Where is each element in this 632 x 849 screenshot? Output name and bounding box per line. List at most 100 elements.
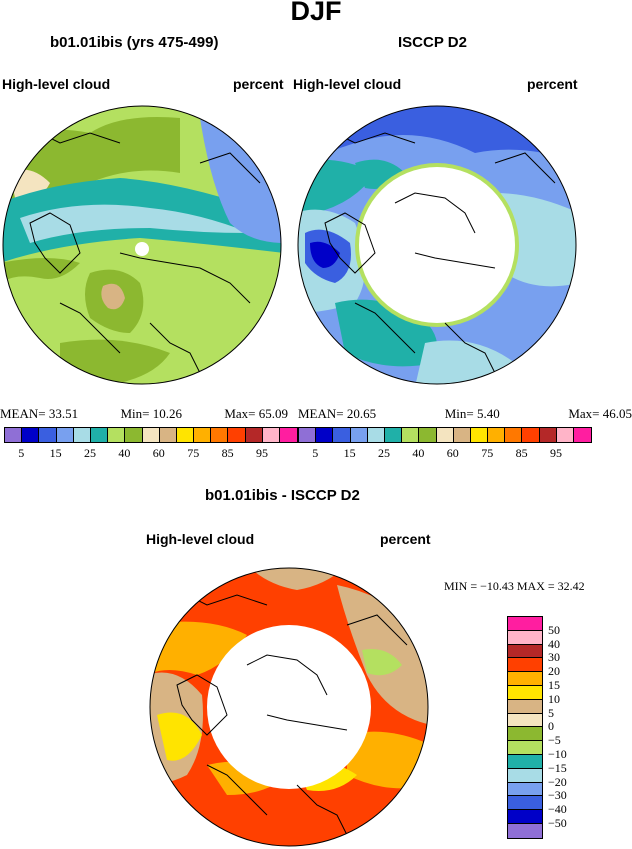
diff-colorbar [507, 616, 543, 839]
main-title: DJF [290, 0, 342, 26]
panel-1-map [2, 105, 282, 385]
colorbar-swatch [22, 428, 40, 442]
panel-1-stats: MEAN= 33.51 Min= 10.26 Max= 65.09 [0, 406, 288, 421]
diff-colorbar-swatch [508, 823, 542, 838]
panel-2-max: 46.05 [602, 406, 632, 421]
diff-colorbar-tick-label: 5 [548, 705, 554, 720]
diff-panel-units-label: percent [380, 531, 431, 547]
colorbar-tick-label: 5 [312, 446, 319, 460]
colorbar-swatch [367, 428, 385, 442]
colorbar-swatch [73, 428, 91, 442]
colorbar-tick-label: 85 [515, 446, 528, 460]
colorbar-tick-label: 15 [343, 446, 356, 460]
colorbar-swatch [39, 428, 57, 442]
diff-colorbar-tick-label: −10 [548, 747, 567, 761]
diff-colorbar-tick-label: 20 [548, 664, 560, 679]
colorbar-swatch [142, 428, 160, 442]
colorbar-tick-label: 40 [412, 446, 425, 460]
diff-colorbar-tick-label: −20 [548, 774, 567, 789]
panel-2-title: ISCCP D2 [398, 34, 467, 51]
diff-colorbar-swatch [508, 727, 542, 742]
panel-2-mean: 20.65 [346, 406, 377, 421]
diff-panel-map [149, 567, 429, 847]
panel-1-left-label: High-level cloud [2, 76, 111, 92]
colorbar-swatch [90, 428, 109, 442]
panel-2-colorbar [298, 427, 593, 443]
diff-colorbar-tick-label: −15 [548, 760, 567, 775]
colorbar-swatch [228, 428, 246, 442]
colorbar-swatch [488, 428, 506, 442]
colorbar-swatch [522, 428, 540, 442]
colorbar-swatch [194, 428, 212, 442]
colorbar-swatch [108, 428, 126, 442]
diff-colorbar-swatch [508, 644, 542, 659]
panel-1-mean: 33.51 [48, 406, 79, 421]
panel-1-colorbar-ticks: 5 15 25 40 60 75 85 95 [0, 446, 300, 462]
diff-colorbar-swatch [508, 658, 542, 673]
colorbar-tick-label: 25 [378, 446, 390, 460]
panel-2-map [297, 105, 577, 385]
colorbar-swatch [333, 428, 351, 442]
diff-colorbar-swatch [508, 685, 542, 700]
colorbar-swatch [436, 428, 454, 442]
colorbar-swatch [56, 428, 74, 442]
diff-colorbar-tick-label: −30 [548, 788, 567, 803]
diff-colorbar-swatch [508, 782, 542, 797]
colorbar-tick-label: 75 [481, 446, 494, 460]
colorbar-tick-label: 40 [118, 446, 131, 460]
colorbar-tick-label: 15 [49, 446, 62, 460]
colorbar-swatch [159, 428, 177, 442]
panel-1-max: 65.09 [258, 406, 288, 421]
diff-panel-minmax: MIN = −10.43 MAX = 32.42 [444, 579, 585, 593]
colorbar-swatch [5, 428, 23, 442]
colorbar-tick-label: 95 [256, 446, 268, 460]
colorbar-swatch [316, 428, 334, 442]
panel-2-units-label: percent [527, 76, 578, 92]
diff-panel-left-label: High-level cloud [146, 531, 255, 547]
colorbar-swatch [539, 428, 557, 442]
diff-colorbar-tick-label: 15 [548, 678, 560, 692]
diff-colorbar-swatch [508, 672, 542, 686]
diff-colorbar-swatch [508, 617, 542, 631]
diff-colorbar-tick-label: 50 [548, 622, 560, 637]
colorbar-tick-label: 5 [18, 446, 25, 460]
diff-colorbar-tick-label: 0 [548, 719, 554, 734]
diff-colorbar-tick-label: −40 [548, 802, 567, 817]
diff-colorbar-tick-label: 10 [548, 691, 560, 706]
diff-colorbar-swatch [508, 630, 542, 645]
colorbar-tick-label: 25 [84, 446, 96, 460]
colorbar-swatch [402, 428, 420, 442]
panel-1-min: 10.26 [152, 406, 182, 421]
panel-2-left-label: High-level cloud [293, 76, 402, 92]
diff-colorbar-swatch [508, 699, 542, 714]
colorbar-tick-label: 60 [446, 446, 459, 460]
diff-colorbar-tick-label: 40 [548, 636, 560, 651]
colorbar-swatch [245, 428, 263, 442]
colorbar-swatch [556, 428, 574, 442]
diff-colorbar-swatch [508, 741, 542, 755]
panel-1-colorbar [4, 427, 299, 443]
panel-2-stats: MEAN= 20.65 Min= 5.40 Max= 46.05 [298, 406, 632, 421]
diff-panel-title: b01.01ibis - ISCCP D2 [205, 487, 360, 504]
colorbar-swatch [299, 428, 317, 442]
colorbar-swatch [350, 428, 368, 442]
colorbar-swatch [125, 428, 143, 442]
diff-colorbar-swatch [508, 713, 542, 728]
diff-colorbar-tick-label: −50 [548, 816, 567, 830]
diff-colorbar-swatch [508, 810, 542, 824]
colorbar-swatch [419, 428, 437, 442]
diff-colorbar-swatch [508, 796, 542, 811]
colorbar-tick-label: 85 [221, 446, 234, 460]
panel-1-title: b01.01ibis (yrs 475-499) [50, 34, 219, 51]
colorbar-tick-label: 95 [550, 446, 562, 460]
diff-colorbar-swatch [508, 768, 542, 783]
diff-colorbar-tick-label: 30 [548, 650, 560, 665]
panel-2-min: 5.40 [476, 406, 500, 421]
colorbar-swatch [470, 428, 489, 442]
colorbar-swatch [505, 428, 523, 442]
colorbar-swatch [211, 428, 229, 442]
colorbar-tick-label: 75 [187, 446, 200, 460]
colorbar-swatch [453, 428, 471, 442]
panel-1-units-label: percent [233, 76, 284, 92]
diff-colorbar-ticks: 50 40 30 20 15 10 5 0 −5 −10 −15 −20 −30 −40 −50 [548, 616, 588, 840]
